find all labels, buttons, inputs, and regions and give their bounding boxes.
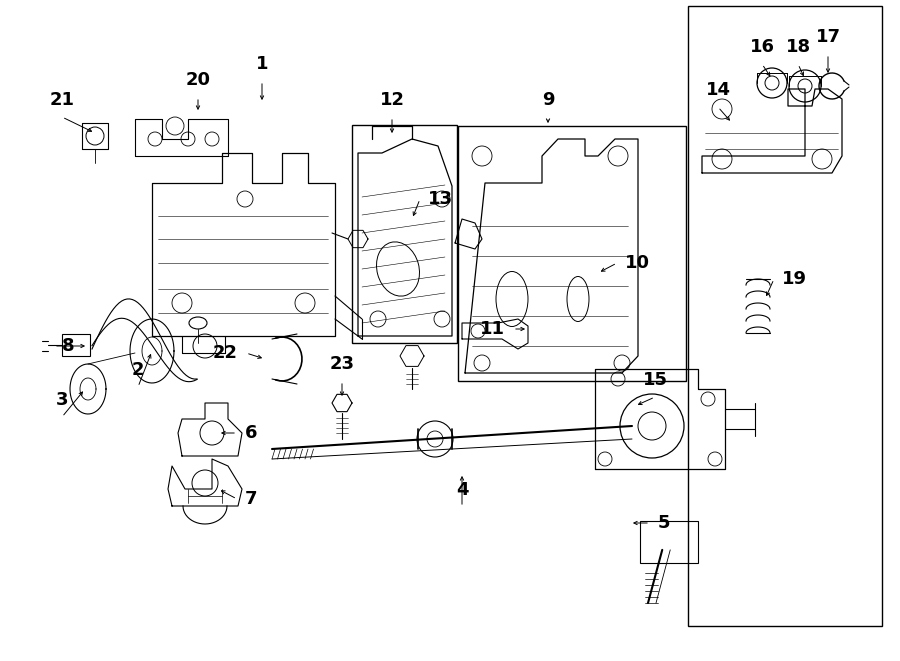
Bar bbox=[62, 334, 90, 356]
Text: 4: 4 bbox=[455, 481, 468, 499]
Text: 16: 16 bbox=[750, 38, 775, 56]
Bar bbox=[352, 125, 457, 343]
Text: 18: 18 bbox=[786, 38, 811, 56]
Text: 3: 3 bbox=[56, 391, 68, 409]
Text: 12: 12 bbox=[380, 91, 404, 109]
Text: 11: 11 bbox=[480, 320, 505, 338]
Text: 2: 2 bbox=[131, 361, 144, 379]
Text: 15: 15 bbox=[643, 371, 668, 389]
Text: 13: 13 bbox=[428, 190, 453, 208]
Text: 1: 1 bbox=[256, 55, 268, 73]
Text: 6: 6 bbox=[245, 424, 257, 442]
Text: 20: 20 bbox=[185, 71, 211, 89]
Bar bbox=[688, 6, 882, 626]
Bar bbox=[640, 521, 698, 563]
Text: 5: 5 bbox=[658, 514, 670, 532]
Text: 22: 22 bbox=[213, 344, 238, 362]
Bar bbox=[458, 126, 686, 381]
Text: 17: 17 bbox=[815, 28, 841, 46]
Text: 23: 23 bbox=[329, 355, 355, 373]
Text: 14: 14 bbox=[706, 81, 731, 99]
Text: 9: 9 bbox=[542, 91, 554, 109]
Text: 7: 7 bbox=[245, 490, 257, 508]
Text: 21: 21 bbox=[50, 91, 75, 109]
Text: 19: 19 bbox=[782, 270, 807, 288]
Text: 10: 10 bbox=[625, 254, 650, 272]
Text: 8: 8 bbox=[62, 337, 75, 355]
